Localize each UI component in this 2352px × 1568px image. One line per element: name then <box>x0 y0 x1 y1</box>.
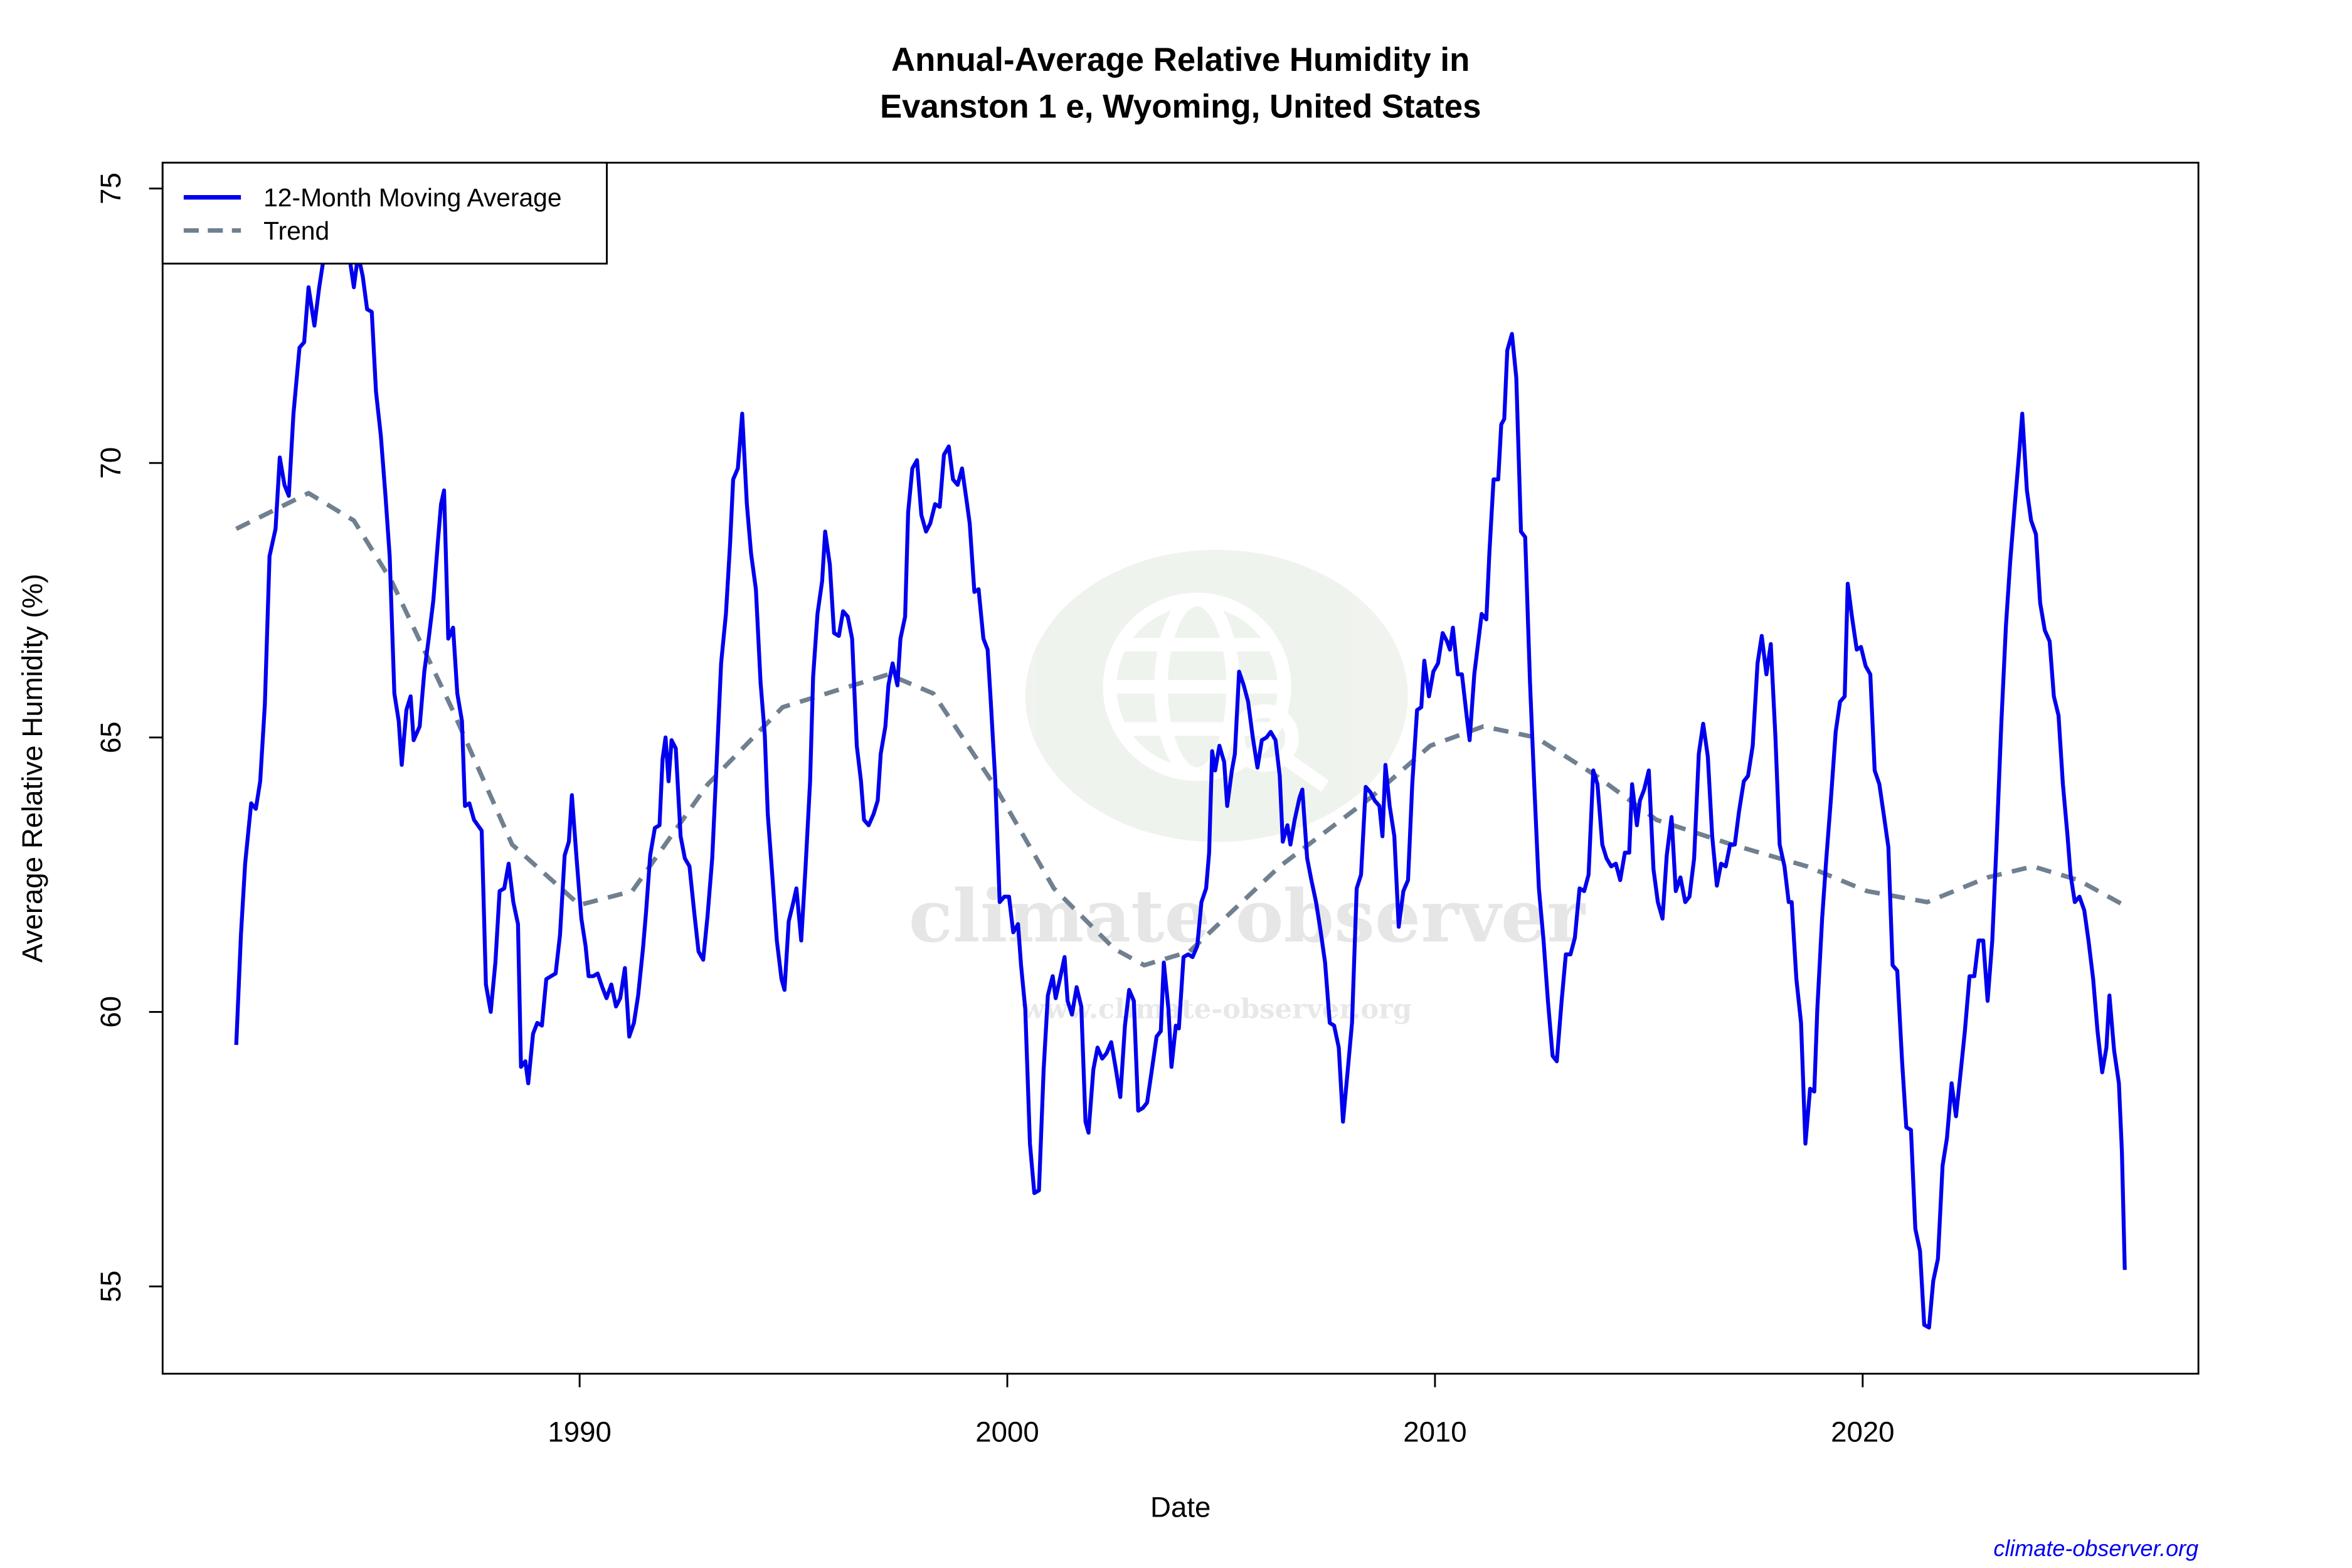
plot-frame <box>161 161 2200 1375</box>
watermark-url: www.climate-observer.org <box>1021 993 1412 1025</box>
y-tick-label: 60 <box>95 996 127 1028</box>
y-tick-label: 55 <box>95 1271 127 1303</box>
watermark-badge <box>1025 549 1408 842</box>
chart-subtitle: Evanston 1 e, Wyoming, United States <box>880 88 1481 125</box>
series-line-trend <box>235 490 2125 968</box>
y-tick-label: 70 <box>95 447 127 479</box>
x-tick-label: 2020 <box>1831 1416 1894 1448</box>
x-tick-label: 1990 <box>548 1416 611 1448</box>
x-tick-label: 2000 <box>975 1416 1039 1448</box>
credit-link[interactable]: climate-observer.org <box>1993 1535 2198 1561</box>
legend-label-trend: Trend <box>263 216 329 245</box>
y-tick-label: 75 <box>95 172 127 204</box>
axes: 1990 2000 2010 2020 55 60 65 70 75 <box>95 172 1894 1448</box>
legend: 12-Month Moving Average Trend <box>161 161 608 265</box>
x-tick-label: 2010 <box>1403 1416 1466 1448</box>
plot-area <box>234 164 2127 1330</box>
x-axis-label: Date <box>1150 1491 1210 1523</box>
chart-title: Annual-Average Relative Humidity in <box>891 41 1470 78</box>
globe-icon <box>1103 593 1329 792</box>
series-line-moving-average <box>234 164 2127 1330</box>
legend-box <box>161 161 608 265</box>
y-tick-label: 65 <box>95 721 127 753</box>
y-axis-label: Average Relative Humidity (%) <box>16 574 48 963</box>
legend-label-moving-average: 12-Month Moving Average <box>263 183 561 212</box>
